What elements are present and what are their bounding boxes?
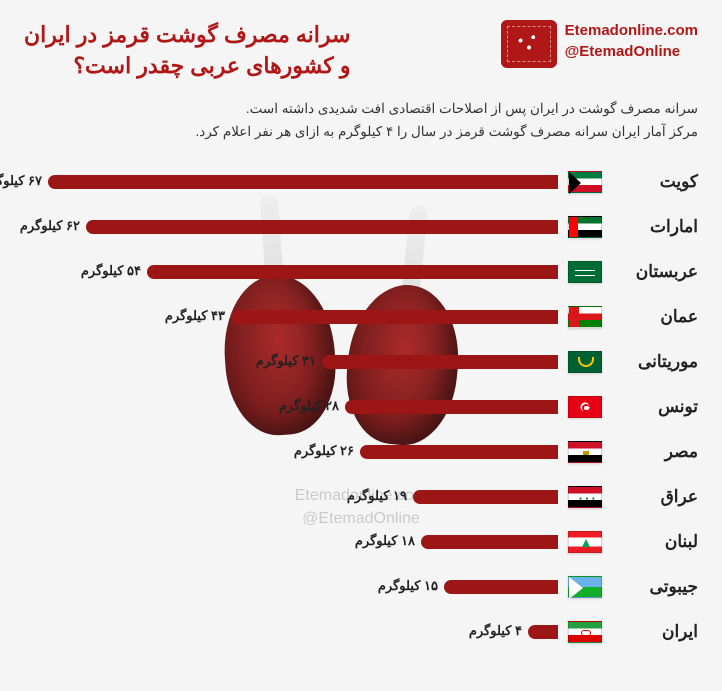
value-label: ۳۱ کیلوگرم (256, 353, 316, 369)
subtitle-line-1: سرانه مصرف گوشت در ایران پس از اصلاحات ا… (24, 98, 698, 121)
site-url: Etemadonline.com (565, 20, 698, 41)
value-label: ۵۴ کیلوگرم (81, 263, 141, 279)
bar-wrap: ۱۵ کیلوگرم (24, 580, 558, 594)
bar (322, 355, 558, 369)
bar-wrap: ۶۷ کیلوگرم (24, 175, 558, 189)
title-line-1: سرانه مصرف گوشت قرمز در ایران (24, 20, 351, 51)
bar (86, 220, 558, 234)
bar-wrap: ۴ کیلوگرم (24, 625, 558, 639)
country-label: تونس (612, 397, 698, 417)
title-line-2: و کشورهای عربی چقدر است؟ (24, 51, 351, 82)
social-handle: @EtemadOnline (565, 41, 698, 62)
country-label: جیبوتی (612, 577, 698, 597)
value-label: ۶۲ کیلوگرم (20, 218, 80, 234)
country-label: عمان (612, 307, 698, 327)
value-label: ۱۵ کیلوگرم (378, 578, 438, 594)
chart-row: امارات ۶۲ کیلوگرم (24, 204, 698, 249)
value-label: ۱۹ کیلوگرم (347, 488, 407, 504)
value-label: ۶۷ کیلوگرم (0, 173, 42, 189)
ae-flag-icon (568, 216, 602, 238)
lb-flag-icon (568, 531, 602, 553)
chart-row: کویت ۶۷ کیلوگرم (24, 159, 698, 204)
chart-row: عراق ● ● ● ۱۹ کیلوگرم (24, 474, 698, 519)
chart-row: لبنان ۱۸ کیلوگرم (24, 519, 698, 564)
page-title: سرانه مصرف گوشت قرمز در ایران و کشورهای … (24, 20, 351, 82)
bar (360, 445, 558, 459)
country-label: امارات (612, 217, 698, 237)
kw-flag-icon (568, 171, 602, 193)
bar-wrap: ۵۴ کیلوگرم (24, 265, 558, 279)
bar (444, 580, 558, 594)
country-label: ایران (612, 622, 698, 642)
bar (147, 265, 558, 279)
chart-row: تونس ۲۸ کیلوگرم (24, 384, 698, 429)
chart-row: مصر ۲۶ کیلوگرم (24, 429, 698, 474)
chart-row: جیبوتی ۱۵ کیلوگرم (24, 564, 698, 609)
value-label: ۲۶ کیلوگرم (294, 443, 354, 459)
mr-flag-icon (568, 351, 602, 373)
value-label: ۴ کیلوگرم (469, 623, 522, 639)
bar (345, 400, 558, 414)
country-label: کویت (612, 172, 698, 192)
bar (413, 490, 558, 504)
om-flag-icon (568, 306, 602, 328)
country-label: عراق (612, 487, 698, 507)
country-label: مصر (612, 442, 698, 462)
chart-row: عربستان ۵۴ کیلوگرم (24, 249, 698, 294)
tn-flag-icon (568, 396, 602, 418)
country-label: موریتانی (612, 352, 698, 372)
sa-flag-icon (568, 261, 602, 283)
country-label: لبنان (612, 532, 698, 552)
subtitle-line-2: مرکز آمار ایران سرانه مصرف گوشت قرمز در … (24, 121, 698, 144)
subtitle-block: سرانه مصرف گوشت در ایران پس از اصلاحات ا… (0, 90, 722, 156)
value-label: ۱۸ کیلوگرم (355, 533, 415, 549)
dj-flag-icon (568, 576, 602, 598)
eg-flag-icon (568, 441, 602, 463)
bar-chart: Etemadonline.com @EtemadOnline کویت۶۷ کی… (0, 155, 722, 670)
bar-wrap: ۱۸ کیلوگرم (24, 535, 558, 549)
bar-wrap: ۱۹ کیلوگرم (24, 490, 558, 504)
ir-flag-icon (568, 621, 602, 643)
bar-wrap: ۲۸ کیلوگرم (24, 400, 558, 414)
value-label: ۴۳ کیلوگرم (165, 308, 225, 324)
chart-row: ایران ۴ کیلوگرم (24, 609, 698, 654)
bar-wrap: ۶۲ کیلوگرم (24, 220, 558, 234)
bar (48, 175, 558, 189)
chart-row: عمان ۴۳ کیلوگرم (24, 294, 698, 339)
logo-block: Etemadonline.com @EtemadOnline (501, 20, 698, 68)
chart-row: موریتانی ۳۱ کیلوگرم (24, 339, 698, 384)
logo-icon (501, 20, 557, 68)
country-label: عربستان (612, 262, 698, 282)
bar-wrap: ۲۶ کیلوگرم (24, 445, 558, 459)
bar (421, 535, 558, 549)
bar-wrap: ۳۱ کیلوگرم (24, 355, 558, 369)
bar-wrap: ۴۳ کیلوگرم (24, 310, 558, 324)
value-label: ۲۸ کیلوگرم (279, 398, 339, 414)
iq-flag-icon: ● ● ● (568, 486, 602, 508)
bar (528, 625, 558, 639)
bar (231, 310, 558, 324)
